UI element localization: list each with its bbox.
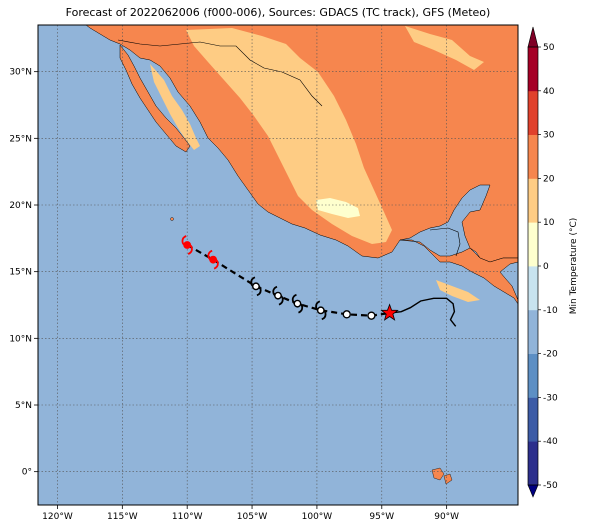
lat-tick-label: 15°N	[9, 268, 32, 278]
colorbar-tick-label: -40	[543, 437, 558, 447]
observed-track-line	[389, 297, 457, 327]
hurricane-eye	[183, 241, 192, 249]
colorbar-ticks: -50 -40 -30 -20 -10 0 10 20 30 40 50	[538, 43, 558, 491]
colorbar-tick-label: -30	[543, 393, 558, 403]
hurricane-eye	[252, 282, 260, 291]
colorbar-segment	[528, 134, 538, 179]
current-position-star-icon	[380, 303, 399, 321]
colorbar-segment	[528, 309, 538, 354]
hurricane-red-icon	[181, 235, 193, 255]
colorbar-tick-label: 20	[543, 174, 555, 184]
plateau-light-orange-4	[436, 280, 480, 302]
hurricane-eye	[293, 299, 302, 308]
lat-tick-label: 5°N	[15, 401, 32, 411]
lat-tick-label: 10°N	[9, 334, 32, 344]
map-area	[38, 25, 518, 505]
lat-tick-label: 20°N	[9, 201, 32, 211]
land-baja-california	[119, 44, 191, 153]
lon-tick-label: 105°W	[237, 512, 268, 522]
colorbar-segment	[528, 353, 538, 398]
hurricane-eye	[274, 291, 282, 300]
us-mexico-border	[117, 39, 323, 107]
colorbar-segment	[528, 47, 538, 92]
cyclone-track	[181, 235, 457, 327]
hurricane-eye	[209, 255, 218, 264]
lon-tick-label: 90°W	[434, 512, 459, 522]
lon-tick-label: 95°W	[369, 512, 394, 522]
colorbar-tick-label: 40	[543, 87, 555, 97]
colorbar-tick-label: 0	[543, 262, 549, 272]
colorbar-extend-low	[527, 484, 539, 498]
colorbar: -50 -40 -30 -20 -10 0 10 20 30 40 50 Min Temperatu…	[527, 26, 579, 498]
island-socorro	[170, 217, 174, 221]
hurricane-red-icon	[207, 249, 219, 270]
lat-tick-label: 0°	[22, 468, 32, 478]
guatemala-border	[429, 227, 461, 257]
lat-tick-label: 25°N	[9, 134, 32, 144]
colorbar-tick-label: -50	[543, 481, 558, 491]
colorbar-tick-label: -10	[543, 306, 558, 316]
highland-pale	[316, 198, 360, 218]
colorbar-tick-label: 10	[543, 218, 555, 228]
colorbar-tick-label: 50	[543, 43, 555, 53]
latitude-ticks: 0° 5°N 10°N 15°N 20°N 25°N 30°N	[9, 68, 38, 478]
colorbar-tick-label: -20	[543, 350, 558, 360]
colorbar-segments	[527, 26, 539, 498]
lon-tick-label: 115°W	[107, 512, 138, 522]
lon-tick-label: 120°W	[42, 512, 73, 522]
colorbar-tick-label: 30	[543, 131, 555, 141]
lon-tick-label: 110°W	[172, 512, 203, 522]
colorbar-segment	[528, 222, 538, 267]
map-frame	[37, 24, 519, 506]
colorbar-segment	[528, 178, 538, 223]
hurricane-icon	[315, 300, 327, 321]
gridlines	[38, 25, 518, 505]
colorbar-segment	[528, 266, 538, 311]
map-title: Forecast of 2022062006 (f000-006), Sourc…	[65, 6, 491, 19]
colorbar-segment	[528, 441, 538, 486]
plateau-light-orange	[186, 28, 392, 244]
plateau-light-orange-3	[405, 26, 484, 70]
island-galapagos	[431, 467, 453, 485]
colorbar-extend-high	[527, 26, 539, 48]
hurricane-icon	[250, 276, 262, 297]
hurricane-eye	[316, 306, 325, 315]
colorbar-segment	[528, 90, 538, 135]
land-central-america	[399, 239, 518, 305]
plateau-light-orange-2	[150, 64, 200, 150]
tropical-storm-circle-icon	[342, 310, 351, 319]
lon-tick-label: 100°W	[302, 512, 333, 522]
colorbar-segment	[528, 397, 538, 442]
lat-tick-label: 30°N	[9, 68, 32, 78]
colorbar-label: Min Temperature (°C)	[569, 218, 579, 315]
tropical-storm-circle-icon	[367, 311, 376, 320]
longitude-ticks: 120°W 115°W 110°W 105°W 100°W 95°W 90°W	[42, 505, 459, 522]
hurricane-icon	[272, 285, 284, 306]
hurricane-icon	[291, 293, 304, 314]
